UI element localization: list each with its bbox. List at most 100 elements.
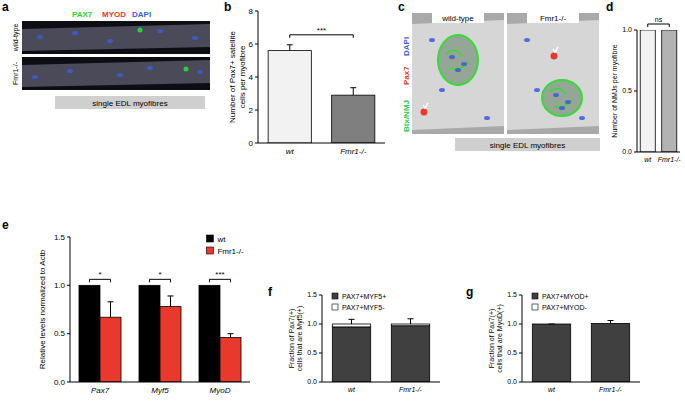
figure: abcdefgPAX7MYODDAPIwild-typeFmr1-/-singl… xyxy=(0,0,685,409)
y-tick-label: 0.5 xyxy=(307,349,317,356)
panel-label: e xyxy=(2,218,9,232)
y-tick xyxy=(67,333,70,334)
chart-panel: 0.00.51.01.5wtFmr1-/-Fraction of Pax7(+)… xyxy=(488,291,640,393)
bar xyxy=(268,51,311,143)
x-tick-label: MyoD xyxy=(210,386,231,395)
micrograph xyxy=(412,13,504,134)
nucleus xyxy=(192,36,198,40)
y-tick-label: 4 xyxy=(249,73,254,82)
caption-box xyxy=(55,96,205,109)
chart-panel: 02468wtFmr1-/-Number of Pax7+ satellitec… xyxy=(228,7,385,156)
y-tick xyxy=(255,143,258,144)
column-label: Fmr1-/- xyxy=(540,14,567,23)
myofibre xyxy=(507,20,599,130)
bar xyxy=(139,285,160,382)
y-tick-label: 1.5 xyxy=(507,291,517,298)
y-tick xyxy=(67,382,70,383)
bar xyxy=(391,326,429,382)
bar xyxy=(591,323,629,324)
bar xyxy=(532,324,570,382)
y-tick-label: 0.0 xyxy=(54,378,66,387)
y-tick-label: 0.0 xyxy=(307,378,317,385)
plot-marks xyxy=(332,319,429,382)
legend-label: Fmr1-/- xyxy=(217,247,244,256)
y-tick xyxy=(519,324,522,325)
significance-label: *** xyxy=(215,270,224,279)
significance-bracket xyxy=(290,35,354,38)
nucleus xyxy=(484,116,490,120)
y-tick xyxy=(634,30,637,31)
bar xyxy=(199,285,220,382)
bar xyxy=(591,323,629,382)
arrow xyxy=(423,103,428,108)
y-axis-label: Fraction of Pax7(+)cells that are MyoD(+… xyxy=(488,304,504,373)
nucleus xyxy=(524,38,530,42)
legend-label: PAX7+MYF5- xyxy=(342,304,385,311)
nucleus xyxy=(147,66,153,70)
y-tick xyxy=(319,353,322,354)
column-label: wild-type xyxy=(441,14,474,23)
y-tick xyxy=(67,237,70,238)
x-tick-label: Fmr1-/- xyxy=(399,386,423,393)
nucleus xyxy=(579,116,585,120)
plot-marks xyxy=(532,321,629,382)
column-label-box xyxy=(432,13,484,23)
nucleus xyxy=(565,100,571,104)
chart-panel: 0.00.51.0wtFmr1-/-Number of NMJs per myo… xyxy=(611,16,681,163)
error-bar xyxy=(287,45,293,51)
x-axis-line xyxy=(70,382,250,383)
y-tick xyxy=(319,382,322,383)
error-bar xyxy=(350,88,356,95)
bar xyxy=(332,95,375,143)
bar xyxy=(662,30,677,152)
satellite-cell xyxy=(551,53,558,60)
y-axis-label-line: Fraction of Pax7(+) xyxy=(288,309,296,369)
legend-swatch xyxy=(532,293,538,299)
panel-label: b xyxy=(224,0,231,14)
x-axis-line xyxy=(522,382,640,383)
significance-label: * xyxy=(98,270,101,279)
nucleus xyxy=(117,73,123,77)
nucleus xyxy=(449,55,455,59)
stain-label: Btx/NMJ xyxy=(402,100,411,132)
arrow xyxy=(553,47,558,52)
satellite-cell xyxy=(421,109,428,116)
y-tick-label: 0.0 xyxy=(507,378,517,385)
bar xyxy=(220,338,241,382)
nucleus xyxy=(534,88,540,92)
bar xyxy=(160,307,181,382)
error-bar xyxy=(608,321,614,324)
error-bar xyxy=(228,334,234,338)
y-tick xyxy=(67,285,70,286)
satellite-cell xyxy=(138,28,143,33)
significance-label: ns xyxy=(655,16,663,23)
stain-label: Pax7 xyxy=(402,66,411,85)
stain-label: PAX7 xyxy=(72,10,93,19)
y-axis-label-line: Relative levels normalized to Actb xyxy=(38,249,47,369)
y-tick-label: 1.0 xyxy=(307,320,317,327)
y-tick-label: 0.0 xyxy=(622,148,632,155)
panel-label: c xyxy=(398,0,405,14)
nmj-detail xyxy=(446,50,468,69)
y-axis-label-line: cells that are MyoD(+) xyxy=(496,304,504,373)
significance-bracket xyxy=(210,279,231,282)
y-tick-label: 0.5 xyxy=(507,349,517,356)
myofibre xyxy=(22,60,210,87)
x-tick-label: Fmr1-/- xyxy=(340,147,367,156)
bar xyxy=(100,317,121,382)
panel-label: d xyxy=(606,0,613,14)
row-label: wild-type xyxy=(12,24,20,53)
nucleus xyxy=(461,62,467,66)
row-label: Fmr1-/- xyxy=(12,61,19,85)
y-axis-label: Relative levels normalized to Actb xyxy=(38,249,47,369)
nucleus xyxy=(32,75,38,79)
y-tick xyxy=(519,353,522,354)
image-caption: single EDL myofibres xyxy=(92,99,167,108)
x-tick-label: wt xyxy=(348,386,356,393)
y-tick xyxy=(519,382,522,383)
row-label-box xyxy=(9,21,21,54)
myofibre xyxy=(412,20,504,130)
nucleus xyxy=(157,29,163,33)
y-tick-label: 0 xyxy=(249,139,254,148)
significance-bracket xyxy=(90,279,111,282)
